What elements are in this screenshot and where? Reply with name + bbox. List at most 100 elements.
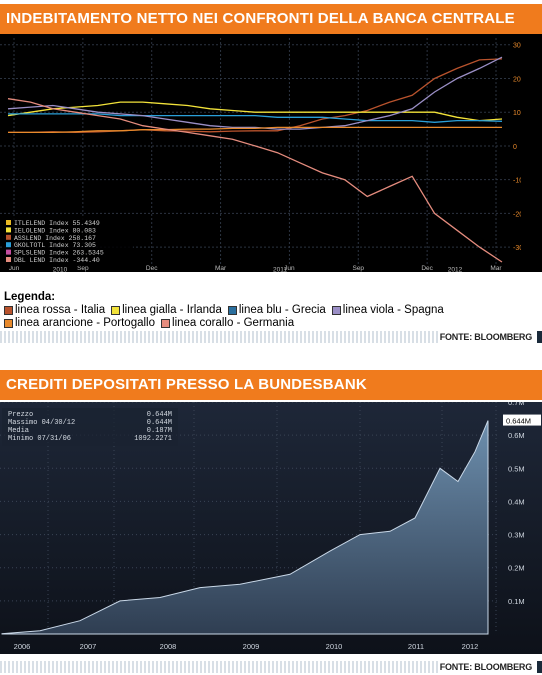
x-tick-label: 2008 (160, 642, 177, 651)
chart2-area: 0.7M 0.6M 0.5M 0.4M 0.3M 0.2M 0.1M 2006 2007 2008… (0, 402, 542, 654)
legend-label: linea arancione - Portogallo (15, 317, 156, 329)
x-tick-label: Dec (421, 265, 433, 272)
legend-label: linea viola - Spagna (342, 304, 444, 316)
inset-legend-swatch (6, 249, 11, 255)
y-tick-label: 0.5M (508, 464, 525, 473)
y-tick-label: 300 (513, 43, 521, 50)
y-tick-label: 0.4M (508, 497, 525, 506)
last-value-tag-bg (503, 414, 541, 426)
legend-item-italia: linea rossa - Italia (4, 304, 105, 316)
chart2-svg: 0.7M 0.6M 0.5M 0.4M 0.3M 0.2M 0.1M 2006 2007 2008… (0, 402, 542, 654)
x-tick-label: Mar (490, 265, 502, 272)
source-endbar (537, 661, 542, 673)
inset-legend-bg (2, 408, 178, 446)
inset-legend-label: Massimo 04/30/12 (8, 419, 75, 427)
x-tick-label: Dec (146, 265, 158, 272)
legend-label: linea blu - Grecia (238, 304, 326, 316)
inset-legend-label: Minimo 07/31/06 (8, 435, 71, 443)
source-endbar (537, 331, 542, 343)
y-tick-label: 0.1M (508, 597, 525, 606)
inset-legend-value: 0.644M (147, 411, 172, 419)
y-tick-label: 0 (513, 144, 517, 151)
x-tick-label: 2010 (326, 642, 343, 651)
inset-legend-label: Prezzo (8, 411, 33, 419)
inset-legend-label: DBL LEND Index -344.40 (14, 257, 100, 264)
inset-legend-value: 1092.2271 (134, 435, 172, 443)
x-year-label: 2012 (448, 267, 463, 273)
y-tick-label: -200 (513, 211, 521, 218)
legend-swatch (161, 318, 171, 328)
legend-item-portogallo: linea arancione - Portogallo (4, 317, 155, 329)
chart2-inset-legend: Prezzo 0.644M Massimo 04/30/12 0.644M Media 0… (2, 408, 178, 446)
x-tick-label: 2009 (243, 642, 260, 651)
series-line-irlanda (7, 101, 503, 122)
legend-row-2: linea arancione - Portogallo linea coral… (4, 317, 540, 329)
y-tick-label: -100 (513, 178, 521, 185)
chart1-legend: Legenda: linea rossa - Italia linea gial… (4, 291, 540, 329)
legend-row-1: linea rossa - Italia linea gialla - Irla… (4, 304, 540, 316)
inset-legend-bg (3, 218, 133, 266)
inset-legend-label: Media (8, 427, 29, 435)
y-tick-label: 0.2M (508, 564, 525, 573)
series-line-portogallo (8, 126, 502, 134)
inset-legend-label: SPLSLEND Index 263.5345 (14, 250, 104, 257)
x-tick-label: Jun (9, 265, 20, 272)
y-tick-label: -300 (513, 245, 521, 252)
legend-item-spagna: linea viola - Spagna (331, 304, 444, 316)
x-year-label: 2010 (53, 267, 68, 273)
series-line-italia (8, 58, 503, 134)
inset-legend-label: IELOLEND Index 80.083 (14, 227, 96, 234)
inset-legend-swatch (6, 220, 11, 225)
y-tick-label: 0.7M (508, 402, 525, 407)
last-value-tag: 0.644M (506, 417, 531, 426)
chart1-area: 300 200 100 0 -100 -200 -300 Jun Sep Dec Mar Jun Sep… (0, 34, 521, 272)
x-tick-label: 2006 (14, 642, 31, 651)
legend-label: linea gialla - Irlanda (122, 304, 222, 316)
legend-swatch (331, 305, 341, 315)
source-label: FONTE: BLOOMBERG (439, 662, 532, 672)
series-line-grecia (8, 113, 503, 123)
y-tick-label: 0.6M (508, 431, 525, 440)
legend-swatch (4, 318, 13, 328)
area-series (1, 420, 489, 635)
chart2-banner: CREDITI DEPOSITATI PRESSO LA BUNDESBANK (0, 370, 542, 400)
inset-legend-swatch (6, 257, 11, 262)
y-tick-label: 0.3M (508, 531, 525, 540)
legend-label: linea rossa - Italia (15, 304, 106, 316)
inset-legend-swatch (6, 234, 11, 240)
y-tick-label: 100 (513, 110, 521, 117)
inset-legend-label: GKOLTOTL Index 73.305 (14, 242, 96, 249)
chart1-svg: 300 200 100 0 -100 -200 -300 Jun Sep Dec Mar Jun Sep… (0, 38, 521, 273)
inset-legend-value: 0.644M (147, 419, 172, 427)
legend-item-germania: linea corallo - Germania (161, 317, 294, 329)
inset-legend-swatch (6, 227, 11, 233)
source-label: FONTE: BLOOMBERG (439, 332, 532, 342)
inset-legend-label: ASSLEND Index 258.167 (14, 235, 96, 242)
legend-label: linea corallo - Germania (172, 317, 295, 329)
inset-legend-value: 0.187M (147, 427, 172, 435)
x-tick-label: Sep (352, 265, 364, 272)
x-year-label: 2011 (273, 267, 287, 273)
legend-swatch (4, 305, 13, 315)
x-tick-label: Jun (284, 265, 295, 272)
x-tick-label: 2012 (462, 642, 479, 651)
legend-swatch (227, 305, 237, 315)
x-tick-label: Mar (215, 265, 227, 272)
x-tick-label: 2011 (408, 642, 424, 651)
chart1-source: FONTE: BLOOMBERG (0, 331, 542, 343)
inset-legend-label: ITLELEND Index 55.4349 (14, 220, 100, 227)
source-stripe (0, 661, 440, 673)
x-tick-label: 2007 (80, 642, 97, 651)
legend-swatch (111, 305, 121, 315)
y-tick-label: 200 (513, 76, 521, 83)
series-line-germania (7, 98, 503, 263)
chart1-right-axis (521, 34, 542, 272)
source-stripe (0, 331, 440, 343)
x-tick-label: Sep (77, 265, 89, 272)
series-line-spagna (7, 56, 503, 130)
chart1-banner: INDEBITAMENTO NETTO NEI CONFRONTI DELLA … (0, 4, 542, 34)
inset-legend-swatch (6, 242, 11, 248)
legend-title: Legenda: (4, 291, 56, 303)
legend-item-irlanda: linea gialla - Irlanda (111, 304, 222, 316)
